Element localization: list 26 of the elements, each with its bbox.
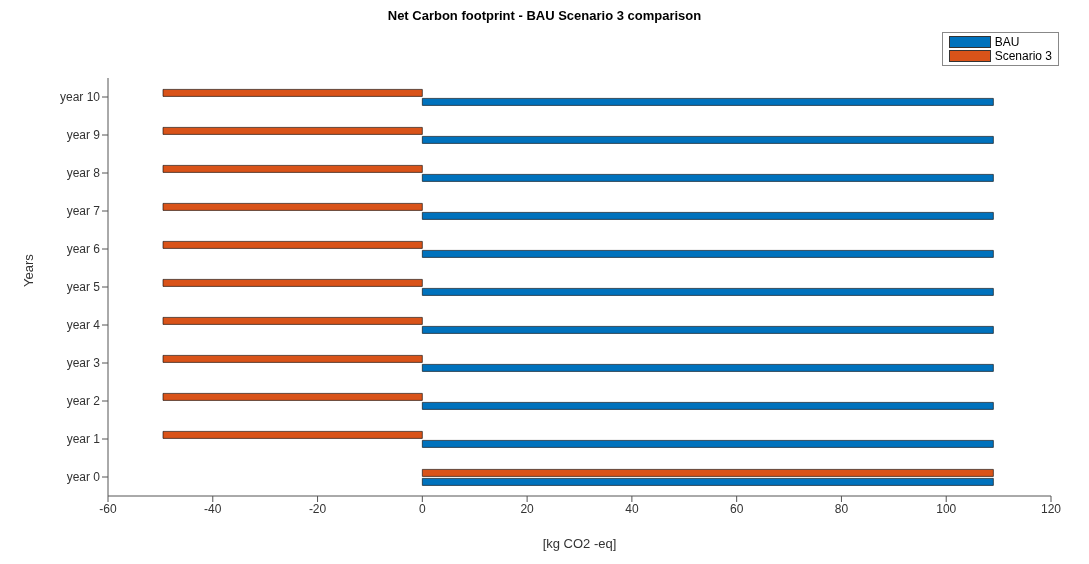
x-tick-label: -20: [308, 501, 327, 516]
x-tick-label: -60: [99, 501, 117, 516]
y-tick-label: year 9: [66, 128, 101, 143]
y-tick-label: year 5: [66, 280, 101, 295]
y-tick-label: year 2: [66, 394, 101, 409]
x-tick-label: 60: [729, 501, 744, 516]
y-tick-label: year 1: [66, 432, 101, 447]
y-axis-title: Years: [20, 253, 36, 287]
y-tick-label: year 0: [66, 470, 101, 485]
x-tick-label: -40: [204, 501, 222, 516]
y-tick-label: year 4: [66, 318, 101, 333]
y-tick-label: year 6: [66, 242, 101, 257]
y-tick-label: year 7: [66, 204, 101, 219]
x-tick-label: 0: [418, 501, 426, 516]
x-tick-label: 40: [625, 501, 639, 516]
y-tick-label: year 10: [59, 90, 101, 105]
y-tick-label: year 8: [66, 166, 101, 181]
legend-label: BAU: [994, 35, 1020, 49]
x-axis-title: [kg CO2 -eq]: [542, 536, 617, 551]
legend-label: Scenario 3: [994, 49, 1052, 63]
x-tick-label: 80: [834, 501, 849, 516]
chart-title: Net Carbon footprint - BAU Scenario 3 comparison: [386, 8, 703, 25]
x-tick-label: 100: [936, 501, 957, 516]
x-tick-label: 20: [520, 501, 535, 516]
y-tick-label: year 3: [66, 356, 101, 371]
x-tick-label: 120: [1040, 501, 1062, 516]
